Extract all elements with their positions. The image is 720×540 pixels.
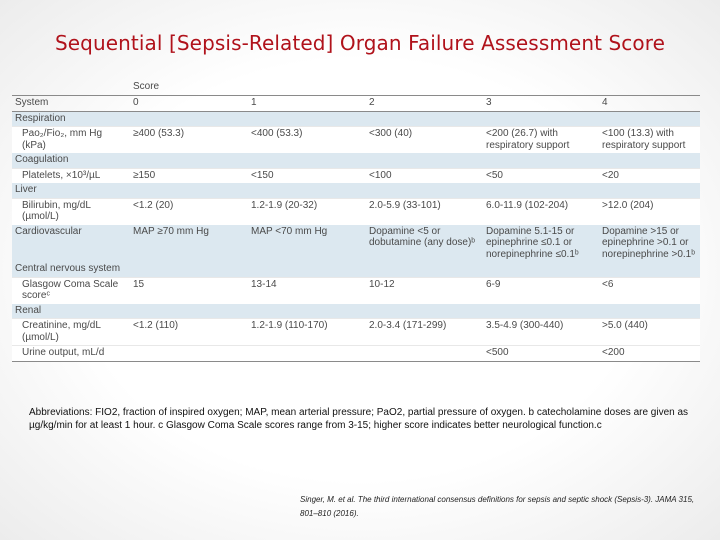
table-cell xyxy=(248,345,366,362)
table-cell: MAP <70 mm Hg xyxy=(248,224,366,262)
slide-title: Sequential [Sepsis-Related] Organ Failur… xyxy=(54,31,666,55)
table-cell: <100 xyxy=(366,167,483,183)
section-row: Renal xyxy=(12,303,701,319)
table-cell: <1.2 (110) xyxy=(130,318,248,346)
column-header-row: System 0 1 2 3 4 xyxy=(12,95,701,112)
table-cell xyxy=(130,345,248,362)
table-cell: <400 (53.3) xyxy=(248,126,366,153)
table-cell: <200 (26.7) with respiratory support xyxy=(483,126,599,153)
row-label: Pao₂/Fio₂, mm Hg (kPa) xyxy=(12,126,130,153)
table-cell: Dopamine 5.1-15 or epinephrine ≤0.1 or n… xyxy=(483,224,599,262)
table-cell: <150 xyxy=(248,167,366,183)
table-cell: MAP ≥70 mm Hg xyxy=(130,224,248,262)
section-name: Respiration xyxy=(12,111,130,127)
table-cell: >5.0 (440) xyxy=(599,318,701,346)
sofa-score-table: Score System 0 1 2 3 4 Respiration Pao₂/F… xyxy=(12,80,701,362)
abbreviations-note: Abbreviations: FIO2, fraction of inspire… xyxy=(29,407,689,432)
score-header-spacer xyxy=(12,80,130,96)
citation: Singer, M. et al. The third internationa… xyxy=(300,495,695,518)
section-name: Central nervous system xyxy=(12,262,130,277)
section-name: Coagulation xyxy=(12,153,130,168)
table-cell: <300 (40) xyxy=(366,126,483,153)
section-row: Liver xyxy=(12,183,701,198)
score-header-row: Score xyxy=(12,80,700,96)
score-header-label: Score xyxy=(133,81,160,92)
table-cell: 3.5-4.9 (300-440) xyxy=(483,318,599,346)
row-label: Creatinine, mg/dL (µmol/L) xyxy=(12,318,130,346)
table-row: Glasgow Coma Scale scoreᶜ 15 13-14 10-12 6-9… xyxy=(12,276,701,304)
column-header-score-3: 3 xyxy=(483,95,599,112)
table-cell: <6 xyxy=(599,276,701,304)
row-label: Bilirubin, mg/dL (µmol/L) xyxy=(12,197,130,225)
table-cell: ≥400 (53.3) xyxy=(130,126,248,153)
sofa-table-container: Score System 0 1 2 3 4 Respiration Pao₂/F… xyxy=(12,80,701,362)
column-header-score-0: 0 xyxy=(130,95,248,112)
section-row: Cardiovascular MAP ≥70 mm Hg MAP <70 mm Hg… xyxy=(12,224,701,262)
section-name: Liver xyxy=(12,183,130,198)
section-fill xyxy=(130,111,701,127)
table-cell: <100 (13.3) with respiratory support xyxy=(599,126,701,153)
table-cell: <1.2 (20) xyxy=(130,197,248,225)
table-cell: Dopamine >15 or epinephrine >0.1 or nore… xyxy=(599,224,701,262)
table-cell: ≥150 xyxy=(130,167,248,183)
table-cell: 15 xyxy=(130,276,248,304)
table-cell xyxy=(366,345,483,362)
table-cell: 6.0-11.9 (102-204) xyxy=(483,197,599,225)
table-cell: <50 xyxy=(483,167,599,183)
section-name: Cardiovascular xyxy=(12,224,130,262)
table-cell: 2.0-5.9 (33-101) xyxy=(366,197,483,225)
sofa-table-body: Score System 0 1 2 3 4 Respiration Pao₂/F… xyxy=(12,80,701,362)
section-fill xyxy=(130,262,701,277)
section-name: Renal xyxy=(12,303,130,319)
section-fill xyxy=(130,303,701,319)
table-cell: Dopamine <5 or dobutamine (any dose)ᵇ xyxy=(366,224,483,262)
section-row: Central nervous system xyxy=(12,262,701,277)
table-cell: 1.2-1.9 (110-170) xyxy=(248,318,366,346)
row-label: Glasgow Coma Scale scoreᶜ xyxy=(12,276,130,304)
table-cell: <200 xyxy=(599,345,701,362)
section-fill xyxy=(130,183,701,198)
column-header-system: System xyxy=(12,95,130,112)
table-row: Urine output, mL/d <500 <200 xyxy=(12,345,701,362)
column-header-score-2: 2 xyxy=(366,95,483,112)
table-row: Platelets, ×10³/µL ≥150 <150 <100 <50 <20 xyxy=(12,167,701,183)
section-row: Coagulation xyxy=(12,153,701,168)
row-label: Urine output, mL/d xyxy=(12,345,130,362)
section-row: Respiration xyxy=(12,111,701,127)
table-row: Bilirubin, mg/dL (µmol/L) <1.2 (20) 1.2-1.… xyxy=(12,197,701,225)
row-label: Platelets, ×10³/µL xyxy=(12,167,130,183)
column-header-score-1: 1 xyxy=(248,95,366,112)
table-cell: >12.0 (204) xyxy=(599,197,701,225)
table-cell: 6-9 xyxy=(483,276,599,304)
table-cell: 13-14 xyxy=(248,276,366,304)
table-row: Creatinine, mg/dL (µmol/L) <1.2 (110) 1.2-… xyxy=(12,318,701,346)
table-cell: 1.2-1.9 (20-32) xyxy=(248,197,366,225)
table-cell: <500 xyxy=(483,345,599,362)
table-row: Pao₂/Fio₂, mm Hg (kPa) ≥400 (53.3) <400 (5… xyxy=(12,126,701,153)
section-fill xyxy=(130,153,701,168)
column-header-score-4: 4 xyxy=(599,95,701,112)
table-cell: <20 xyxy=(599,167,701,183)
table-cell: 2.0-3.4 (171-299) xyxy=(366,318,483,346)
table-cell: 10-12 xyxy=(366,276,483,304)
